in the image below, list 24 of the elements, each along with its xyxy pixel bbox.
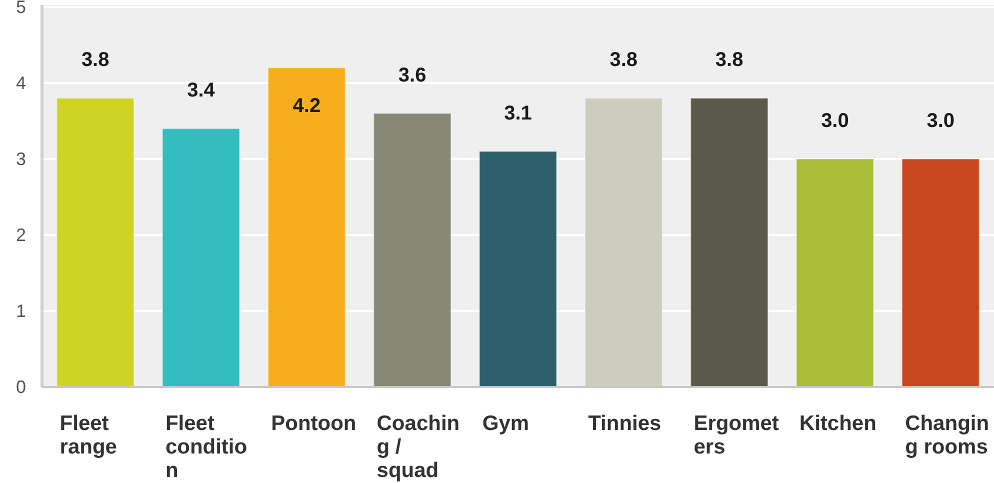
x-tick-label: Pontoon	[271, 412, 356, 435]
x-tick-label: Ergometers	[694, 412, 779, 458]
data-label: 3.6	[398, 64, 426, 86]
y-tick-label: 5	[16, 0, 26, 17]
y-tick-label: 1	[16, 301, 26, 321]
data-label: 3.1	[504, 102, 532, 124]
x-tick-label: Coaching / squad	[376, 412, 460, 482]
x-tick-label: Fleet condition	[165, 412, 248, 482]
data-label: 3.8	[81, 49, 110, 72]
y-tick-label: 4	[16, 73, 26, 93]
y-tick-label: 3	[16, 149, 26, 169]
x-tick-label: Gym	[482, 412, 530, 435]
x-tick-label: Fleet range	[60, 412, 117, 458]
data-label: 4.2	[292, 94, 321, 117]
y-tick-label: 2	[16, 225, 26, 245]
y-tick-label: 0	[16, 377, 26, 397]
data-label: 3.8	[715, 49, 744, 72]
data-label: 3.0	[821, 110, 849, 132]
data-label: 3.4	[187, 80, 216, 102]
x-tick-label: Changing rooms	[905, 412, 990, 458]
x-tick-label: Kitchen	[799, 412, 876, 435]
data-label: 3.0	[926, 110, 955, 132]
x-tick-label: Tinnies	[588, 412, 662, 435]
data-label: 3.8	[610, 49, 638, 72]
